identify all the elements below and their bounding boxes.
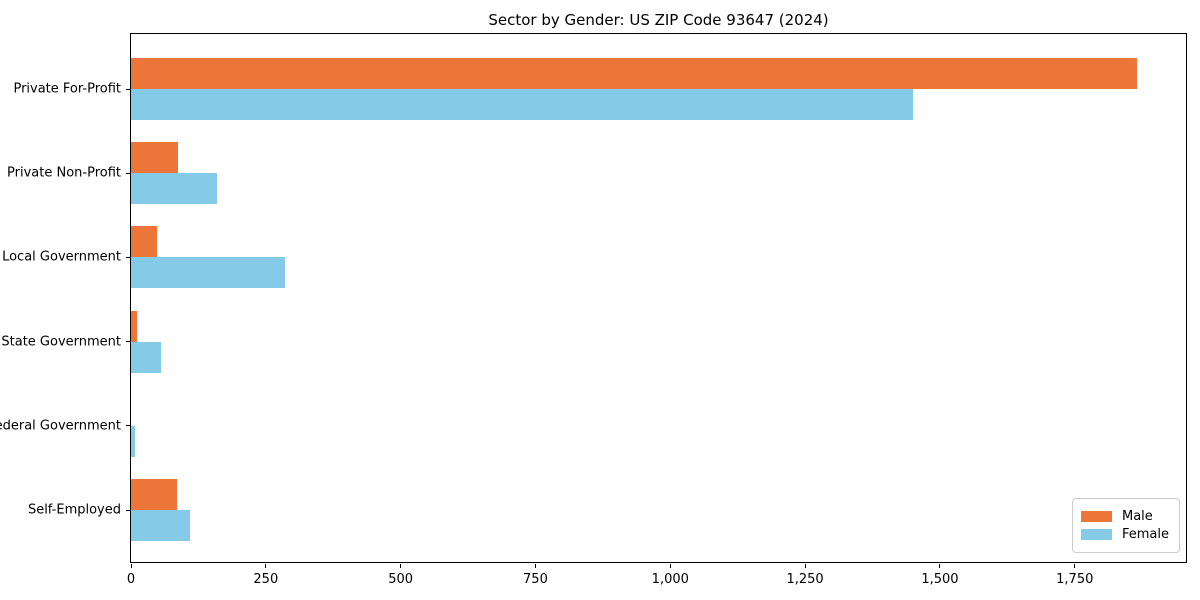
x-axis-tick-label: 750	[523, 572, 548, 587]
x-axis-tick-label: 250	[253, 572, 279, 587]
x-axis-tick-label: 1,000	[651, 572, 689, 587]
legend-entry-female: Female	[1080, 527, 1169, 542]
bar-female-self-employed	[131, 510, 191, 541]
bar-female-state-government	[131, 341, 161, 373]
legend-entry-male: Male	[1080, 509, 1169, 524]
y-axis-tick-mark	[126, 509, 131, 511]
y-axis-tick-mark	[126, 172, 131, 174]
x-axis-tick-mark	[265, 564, 267, 568]
bar-male-self-employed	[131, 479, 177, 510]
x-axis-tick-label: 1,250	[786, 572, 824, 587]
y-axis-tick-mark	[126, 341, 131, 343]
bar-male-private-non-profit	[131, 142, 178, 174]
legend-swatch-female	[1080, 529, 1112, 540]
x-axis-tick-mark	[669, 564, 671, 568]
y-axis-tick-mark	[126, 256, 131, 258]
bar-female-federal-government	[131, 425, 136, 457]
category-label-private-non-profit: Private Non-Profit	[7, 165, 121, 181]
x-axis-tick-mark	[1074, 564, 1076, 568]
plot-area: Male Female 0 250 500 750 1,000 1,250 1,500 1,75…	[0, 33, 1187, 587]
legend: Male Female	[1071, 498, 1180, 553]
bar-male-private-for-profit	[131, 58, 1137, 89]
category-label-self-employed: Self-Employed	[27, 502, 121, 518]
category-label-private-for-profit: Private For-Profit	[13, 81, 121, 97]
x-axis-tick-mark	[939, 564, 941, 568]
legend-swatch-male	[1080, 511, 1112, 522]
category-label-federal-government: Federal Government	[0, 418, 121, 434]
x-axis-tick-label: 500	[388, 572, 414, 587]
x-axis-tick-label: 0	[126, 572, 136, 587]
legend-label-female: Female	[1121, 527, 1169, 542]
category-label-state-government: State Government	[1, 334, 121, 350]
bar-female-private-for-profit	[131, 89, 913, 120]
y-axis-tick-mark	[126, 88, 131, 90]
x-axis-tick-label: 1,500	[921, 572, 959, 587]
bar-female-local-government	[131, 257, 285, 289]
bar-male-local-government	[131, 226, 157, 258]
x-axis-tick-mark	[534, 564, 536, 568]
category-label-local-government: Local Government	[2, 249, 121, 265]
bar-male-state-government	[131, 310, 137, 342]
x-axis-tick-label: 1,750	[1056, 572, 1094, 587]
legend-label-male: Male	[1121, 509, 1153, 524]
y-axis-tick-mark	[126, 425, 131, 427]
x-axis-tick-mark	[130, 564, 132, 568]
x-axis-tick-mark	[804, 564, 806, 568]
x-axis-tick-mark	[400, 564, 402, 568]
bar-female-private-non-profit	[131, 173, 218, 205]
chart-title: Sector by Gender: US ZIP Code 93647 (202…	[488, 11, 829, 29]
